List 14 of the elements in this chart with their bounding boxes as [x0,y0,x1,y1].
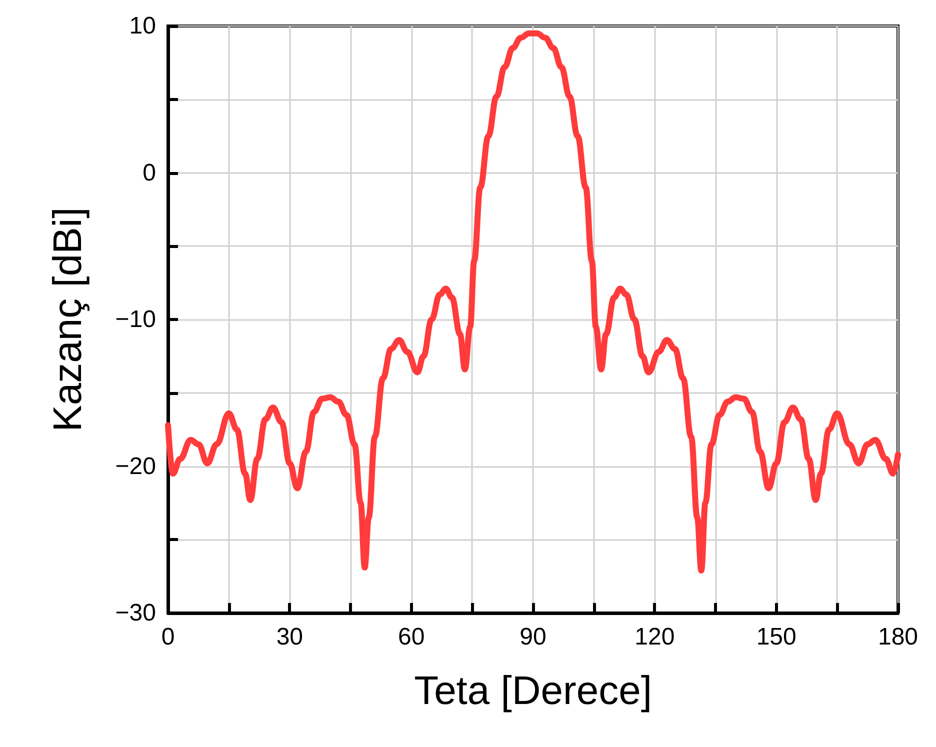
y-tick-label: −20 [115,452,156,480]
x-tick-label: 180 [878,624,918,650]
y-tick-label: 10 [129,12,156,40]
x-tick-label: 0 [161,624,175,650]
y-tick-label: 0 [142,159,156,186]
y-tick-label: −30 [115,600,156,626]
x-tick-label: 150 [756,624,796,650]
x-tick-label: 30 [276,624,304,650]
x-tick-label: 60 [398,624,425,650]
y-tick-label: −10 [115,306,156,333]
x-axis-title: Teta [Derece] [414,669,652,713]
y-axis-title: Kazanç [dBi] [46,207,90,432]
x-tick-label: 90 [520,624,546,650]
x-tick-label: 120 [634,624,675,650]
